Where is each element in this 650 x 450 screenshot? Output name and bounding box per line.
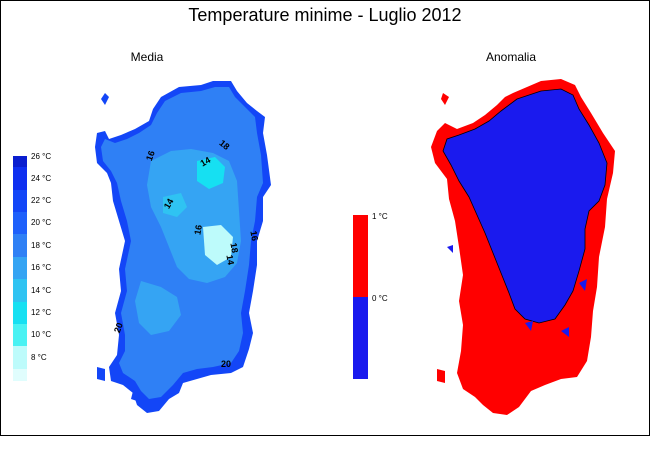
anomalia-legend-label: 1 °C <box>372 212 388 221</box>
isoline-label: 20 <box>112 321 125 334</box>
maps-canvas: 26 °C 24 °C 22 °C 20 °C 18 °C 16 °C 14 °… <box>13 79 615 415</box>
media-legend-label: 20 °C <box>31 218 51 227</box>
anomalia-map <box>431 79 615 415</box>
anomalia-island <box>441 93 449 105</box>
isoline-label: 16 <box>248 230 260 242</box>
media-panel-label: Media <box>130 50 164 64</box>
isoline-label: 14 <box>224 254 236 266</box>
map-figure: Temperature minime - Luglio 2012 Media A… <box>0 0 650 436</box>
isoline-label: 18 <box>217 138 231 152</box>
isoline-label: 16 <box>192 224 204 236</box>
media-inland-zone <box>135 281 181 335</box>
anomalia-legend: 1 °C 0 °C <box>353 212 388 379</box>
isoline-label: 14 <box>199 155 213 169</box>
media-legend-swatch <box>13 346 27 369</box>
media-legend-swatch <box>13 302 27 324</box>
media-legend-swatch <box>13 234 27 257</box>
media-legend-label: 8 °C <box>31 353 47 362</box>
media-highland-zone <box>163 193 187 217</box>
media-highland-zone <box>197 157 225 189</box>
isoline-label: 16 <box>144 149 157 162</box>
isoline-label: 14 <box>162 197 176 211</box>
media-legend-swatch <box>13 212 27 234</box>
media-legend-label: 24 °C <box>31 174 51 183</box>
media-legend-swatch <box>13 279 27 302</box>
anomalia-island <box>437 369 445 383</box>
media-legend-label: 14 °C <box>31 286 51 295</box>
media-legend-label: 26 °C <box>31 152 51 161</box>
anomalia-panel-label: Anomalia <box>485 50 537 64</box>
anomalia-legend-swatch <box>353 297 368 379</box>
media-island <box>97 367 105 381</box>
figure-title: Temperature minime - Luglio 2012 <box>188 5 462 25</box>
media-legend-swatch <box>13 190 27 212</box>
media-legend-swatch <box>13 324 27 346</box>
media-legend-label: 22 °C <box>31 196 51 205</box>
anomaly-negative-patch <box>447 245 453 253</box>
anomaly-negative-patch <box>561 327 569 337</box>
media-legend-label: 16 °C <box>31 263 51 272</box>
media-legend-label: 12 °C <box>31 308 51 317</box>
media-island <box>131 391 139 401</box>
media-legend-label: 18 °C <box>31 241 51 250</box>
media-legend-swatch <box>13 369 27 381</box>
media-map: 16 14 18 14 16 14 18 16 20 20 <box>95 81 271 413</box>
media-island <box>101 93 109 105</box>
media-legend-swatch <box>13 167 27 190</box>
media-legend: 26 °C 24 °C 22 °C 20 °C 18 °C 16 °C 14 °… <box>13 152 51 381</box>
media-legend-label: 10 °C <box>31 330 51 339</box>
media-legend-swatch <box>13 156 27 167</box>
media-legend-swatch <box>13 257 27 279</box>
isoline-label: 20 <box>221 359 231 369</box>
anomalia-legend-swatch <box>353 215 368 297</box>
anomalia-legend-label: 0 °C <box>372 294 388 303</box>
anomaly-negative-patch <box>579 279 587 291</box>
media-highland-zone <box>203 225 233 265</box>
isoline-label: 18 <box>228 242 240 254</box>
anomaly-negative-region <box>442 88 608 324</box>
anomaly-negative-patch <box>525 321 533 331</box>
